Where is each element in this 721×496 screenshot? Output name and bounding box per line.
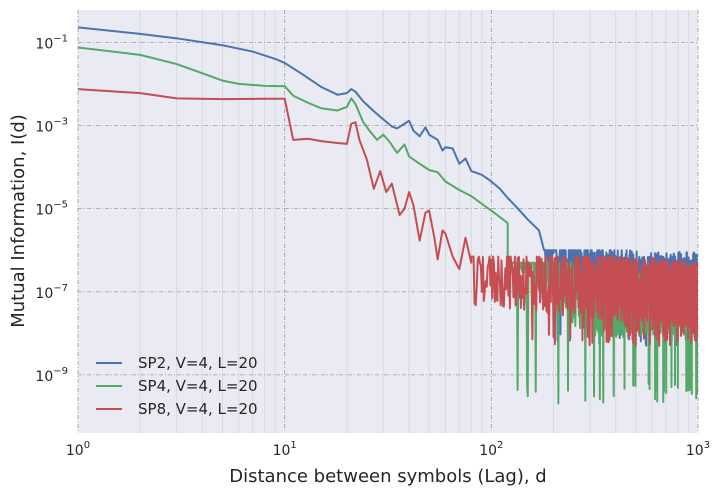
y-tick-label-2: 10−5 [35,200,68,219]
x-tick-label-0: 100 [66,440,90,459]
x-tick-label-3: 103 [686,440,710,459]
x-axis-ticks: 100 101 102 103 [66,440,710,459]
series-line-3 [78,88,698,347]
y-tick-label-4: 10−9 [35,366,68,385]
legend: SP2, V=4, L=20 SP4, V=4, L=20 SP8, V=4, L=… [96,354,258,418]
legend-label-1: SP2, V=4, L=20 [138,354,258,372]
y-tick-label-0: 10−1 [35,33,68,52]
y-axis-ticks: 10−1 10−3 10−5 10−7 10−9 [35,33,68,385]
y-axis-label: Mutual Information, I(d) [8,114,29,328]
x-tick-label-2: 102 [479,440,503,459]
x-axis-label: Distance between symbols (Lag), d [229,466,547,487]
series-layer [78,26,698,405]
y-tick-label-3: 10−7 [35,283,68,302]
legend-label-3: SP8, V=4, L=20 [138,400,258,418]
y-tick-label-1: 10−3 [35,116,68,135]
x-tick-label-1: 101 [273,440,297,459]
legend-label-2: SP4, V=4, L=20 [138,377,258,395]
